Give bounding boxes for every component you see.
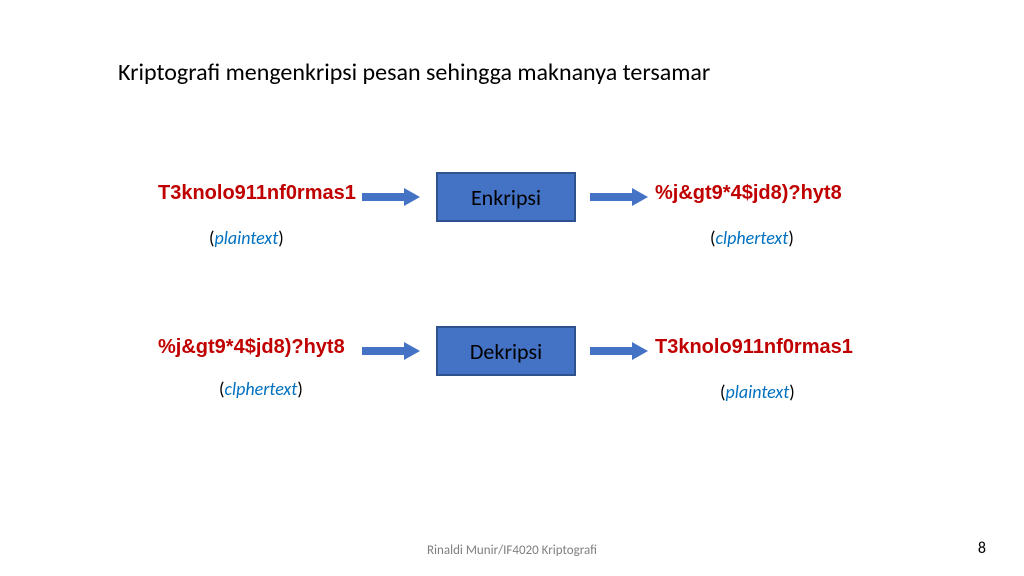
arrow-icon <box>362 346 420 356</box>
decryption-row: %j&gt9*4$jd8)?hyt8 (clphertext) Dekripsi… <box>0 326 1024 406</box>
row2-right-sublabel: (plaintext) <box>720 381 795 403</box>
row1-left-sublabel: (plaintext) <box>209 227 284 249</box>
encrypt-box: Enkripsi <box>436 172 576 222</box>
encryption-row: T3knolo911nf0rmas1 (plaintext) Enkripsi … <box>0 172 1024 252</box>
slide-title: Kriptografi mengenkripsi pesan sehingga … <box>118 58 710 87</box>
arrow-icon <box>590 346 648 356</box>
decrypt-box: Dekripsi <box>436 326 576 376</box>
row1-right-text: %j&gt9*4$jd8)?hyt8 <box>655 182 842 205</box>
row2-right-text: T3knolo911nf0rmas1 <box>655 336 853 359</box>
row2-left-sublabel: (clphertext) <box>219 378 303 400</box>
arrow-icon <box>590 192 648 202</box>
page-number: 8 <box>978 539 986 558</box>
row2-left-text: %j&gt9*4$jd8)?hyt8 <box>158 336 345 359</box>
row1-right-sublabel: (clphertext) <box>710 227 794 249</box>
footer-text: Rinaldi Munir/IF4020 Kriptografi <box>0 543 1024 558</box>
arrow-icon <box>362 192 420 202</box>
row1-left-text: T3knolo911nf0rmas1 <box>158 182 356 205</box>
